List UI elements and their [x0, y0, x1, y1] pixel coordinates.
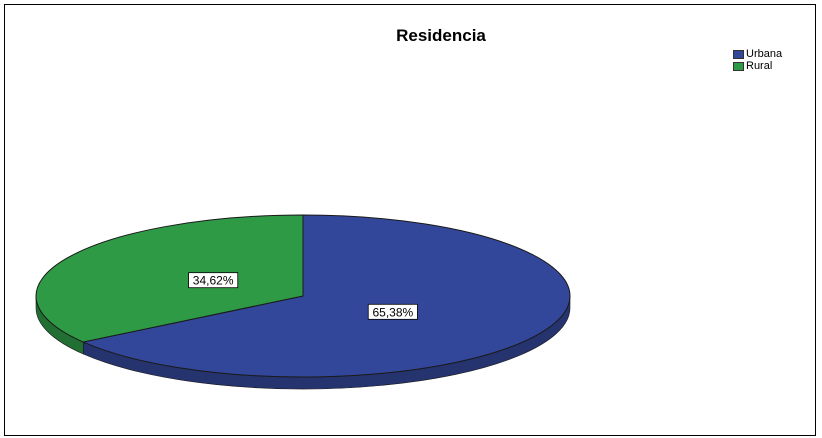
pie-slices: 65,38% 34,62% — [35, 214, 571, 390]
data-label-box-urbana — [367, 303, 418, 320]
pie-slice-rural — [35, 214, 304, 343]
legend-swatch-rural — [733, 61, 744, 71]
legend-label-urbana: Urbana — [746, 48, 783, 60]
legend-item-rural: Rural — [733, 60, 782, 72]
data-label-rural: 34,62% — [193, 274, 234, 288]
data-label-urbana: 65,38% — [372, 305, 413, 319]
data-label-box-rural — [188, 272, 239, 289]
chart-title: Residencia — [396, 26, 486, 45]
legend-swatch-urbana — [733, 49, 744, 59]
legend: Urbana Rural — [733, 48, 782, 72]
legend-label-rural: Rural — [746, 60, 773, 72]
legend-item-urbana: Urbana — [733, 48, 782, 60]
pie-slice-urbana — [81, 214, 571, 378]
